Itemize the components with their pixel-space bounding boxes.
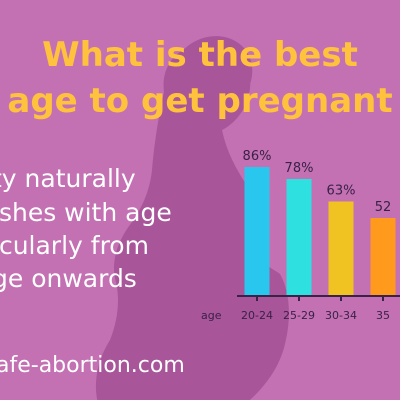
website-url[interactable]: afe-abortion.com [0, 353, 185, 378]
subtitle-line-2: ishes with age [0, 198, 172, 227]
bar-35 [370, 218, 396, 296]
bar-30-34 [328, 201, 354, 296]
title-line-2: age to get pregnant [7, 81, 393, 121]
subtitle-line-4: ge onwards [0, 264, 137, 293]
x-tick-label-25-29: 25-29 [283, 309, 315, 322]
x-axis-label: age [201, 309, 222, 322]
data-label-30-34: 63% [327, 184, 356, 199]
data-label-25-29: 78% [285, 161, 314, 176]
silhouette-body [95, 43, 289, 400]
data-label-35: 52 [375, 200, 392, 215]
x-tick-label-30-34: 30-34 [325, 309, 357, 322]
subtitle-line-3: icularly from [0, 231, 149, 260]
subtitle-line-1: ty naturally [0, 164, 136, 193]
silhouette-hair [176, 36, 253, 98]
title-line-1: What is the best [42, 35, 358, 75]
x-tick-label-20-24: 20-24 [241, 309, 273, 322]
x-tick-label-35: 35 [376, 309, 390, 322]
bar-20-24 [244, 167, 270, 296]
data-label-20-24: 86% [243, 149, 272, 164]
bar-25-29 [286, 179, 312, 296]
